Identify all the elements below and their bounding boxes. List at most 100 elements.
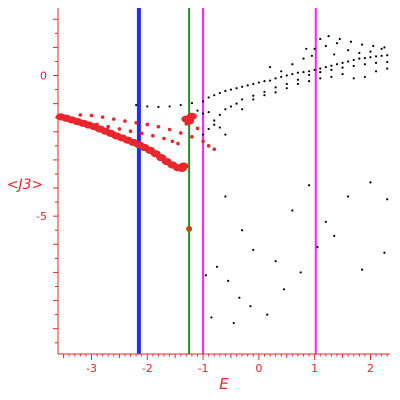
data-point [232,321,235,325]
data-point [117,127,122,131]
data-point [347,60,350,63]
data-point [302,57,305,60]
data-point [224,108,227,111]
data-point [190,101,194,105]
data-point [386,67,389,70]
data-point [252,98,255,101]
data-point [313,68,316,71]
data-point [296,78,300,81]
data-point [263,90,266,93]
data-point [218,126,221,129]
data-point [372,44,375,48]
data-point [176,141,180,146]
data-point [383,251,386,254]
data-point [352,64,355,68]
x-tick-label: 0 [255,362,262,375]
data-point [285,87,288,90]
data-point [335,42,339,45]
x-tick-label: -2 [142,362,153,375]
data-point [352,58,355,62]
data-point [327,35,330,38]
data-point [307,80,311,83]
data-point [206,144,211,148]
data-point [369,181,372,184]
data-point [380,47,383,50]
x-axis-label: E [219,375,229,393]
data-point [224,195,227,198]
data-point [291,209,294,212]
data-point [178,162,189,170]
data-point [167,127,172,132]
data-point [285,82,288,86]
data-point [349,40,353,43]
data-point [106,124,111,129]
data-point [215,265,219,268]
data-point [246,84,249,87]
data-point [361,43,364,46]
data-point [363,75,366,79]
data-point [235,102,238,105]
data-point [319,67,322,70]
data-point [128,129,133,134]
data-point [238,296,241,299]
data-point [319,71,322,74]
data-point [280,75,283,79]
data-point [213,123,216,126]
data-point [241,108,244,111]
data-point [241,98,244,101]
data-point [374,61,378,64]
data-point [307,70,311,73]
data-point [361,268,364,271]
data-point [252,82,255,86]
data-point [207,96,210,99]
data-point [268,65,272,69]
data-point [386,54,389,57]
data-point [307,184,311,187]
data-point [299,271,302,274]
data-point [386,60,389,64]
data-point [89,113,94,118]
data-point [252,94,255,97]
data-point [252,248,255,252]
data-point [305,47,308,50]
data-point [218,91,221,95]
y-axis-label: <J3> [7,177,44,193]
data-point [213,94,216,97]
data-point [369,50,372,53]
data-point [210,316,213,319]
data-point [274,86,277,89]
data-point [383,46,386,49]
data-point [291,63,294,66]
data-point [170,139,175,144]
data-point [307,73,311,77]
data-point [201,100,205,103]
data-point [135,103,138,107]
data-point [196,109,199,112]
data-point [319,77,322,80]
data-point [186,112,197,120]
data-point [249,305,252,308]
data-point [268,79,272,82]
data-point [213,119,216,122]
x-tick-label: 1 [311,362,318,375]
data-point [72,118,77,123]
data-point [374,55,378,58]
data-point [324,220,327,223]
data-point [84,120,88,125]
data-point [179,103,182,107]
data-point [201,139,205,144]
data-point [139,131,144,136]
data-point [263,80,266,83]
data-point [274,91,277,94]
data-point [134,120,138,125]
data-point [227,279,230,282]
data-point [78,113,83,117]
data-point [224,133,227,136]
y-tick-label: -5 [36,210,47,223]
data-point [296,71,300,74]
data-point [330,64,333,67]
data-point [352,77,355,80]
data-point [280,70,283,73]
data-point [186,225,193,232]
x-tick-label: -3 [86,362,97,375]
